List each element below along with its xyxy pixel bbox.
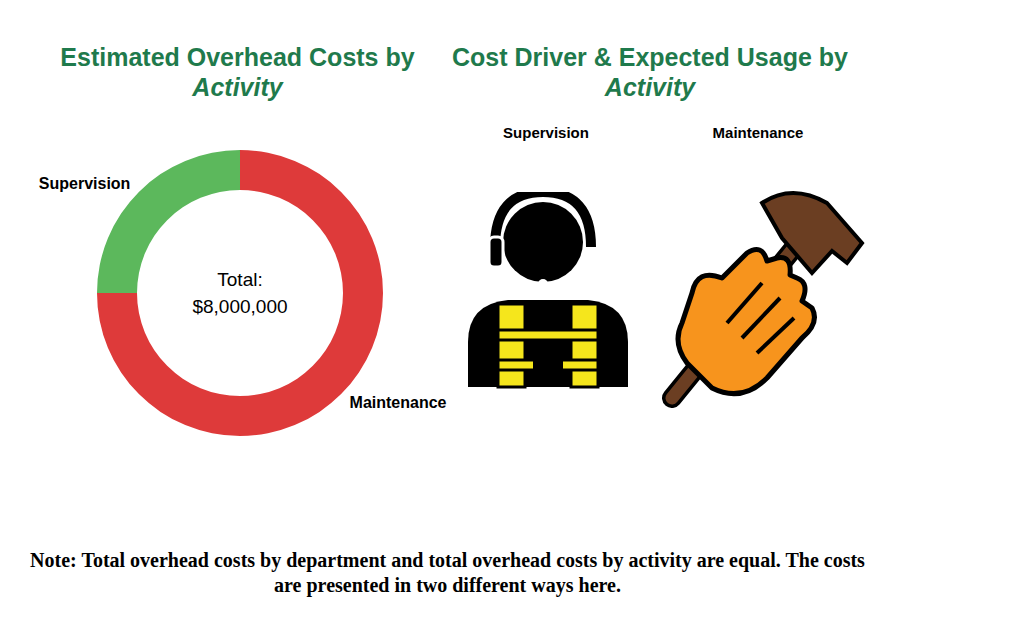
svg-text:Supervision: Supervision [39,175,131,192]
svg-text:Maintenance: Maintenance [350,394,447,411]
html-text:Supervision: Supervision [503,124,589,141]
html-text:Note: Total overhead costs by: Note: Total overhead costs by department… [30,549,865,596]
html-text:Total:: Total: [217,269,263,290]
html-text:$8,000,000: $8,000,000 [192,296,288,317]
html-text:Activity: Activity [604,73,696,101]
html-text:Estimated Overhead Costs by: Estimated Overhead Costs by [60,43,415,71]
html-text:Activity: Activity [192,73,283,101]
html-text:Cost Driver & Expected Usage b: Cost Driver & Expected Usage by [452,43,848,71]
html-text:Maintenance: Maintenance [712,124,804,141]
